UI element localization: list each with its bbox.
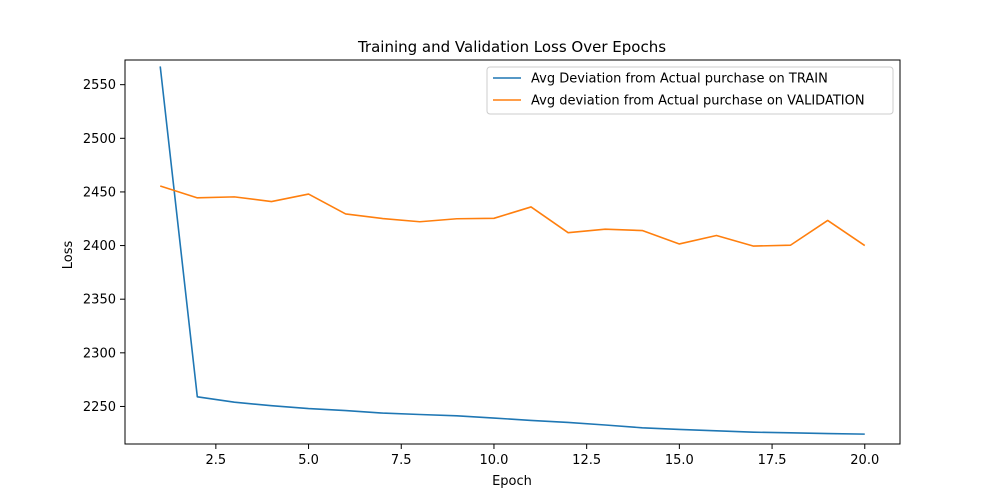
legend-label: Avg deviation from Actual purchase on VA… bbox=[531, 94, 865, 109]
x-tick-label: 12.5 bbox=[572, 453, 601, 468]
series-line-train bbox=[159, 66, 865, 435]
x-tick-label: 2.5 bbox=[206, 453, 227, 468]
legend-box bbox=[486, 66, 894, 115]
y-tick-label: 2300 bbox=[83, 346, 116, 361]
series-group bbox=[159, 66, 866, 435]
x-tick-label: 17.5 bbox=[758, 453, 787, 468]
x-tick-label: 15.0 bbox=[665, 453, 694, 468]
plot-area bbox=[124, 59, 901, 445]
y-axis: 2250 2300 2350 2400 2450 2500 2550 bbox=[83, 78, 125, 415]
y-tick-label: 2550 bbox=[83, 78, 116, 93]
x-axis: 2.5 5.0 7.5 10.0 12.5 15.0 17.5 20.0 bbox=[206, 444, 879, 468]
x-tick-label: 7.5 bbox=[391, 453, 412, 468]
x-axis-label: Epoch bbox=[492, 474, 532, 489]
x-tick-label: 20.0 bbox=[850, 453, 879, 468]
y-tick-label: 2450 bbox=[83, 185, 116, 200]
y-axis-label: Loss bbox=[61, 241, 76, 270]
chart-title: Training and Validation Loss Over Epochs bbox=[357, 38, 666, 56]
plot-frame bbox=[124, 59, 901, 445]
x-tick-label: 5.0 bbox=[298, 453, 319, 468]
y-tick-label: 2500 bbox=[83, 132, 116, 147]
y-tick-label: 2250 bbox=[83, 400, 116, 415]
y-tick-label: 2350 bbox=[83, 293, 116, 308]
y-tick-label: 2400 bbox=[83, 239, 116, 254]
legend: Avg Deviation from Actual purchase on TR… bbox=[486, 66, 894, 115]
series-line-validation bbox=[159, 185, 866, 247]
legend-label: Avg Deviation from Actual purchase on TR… bbox=[531, 72, 828, 87]
x-tick-label: 10.0 bbox=[479, 453, 508, 468]
